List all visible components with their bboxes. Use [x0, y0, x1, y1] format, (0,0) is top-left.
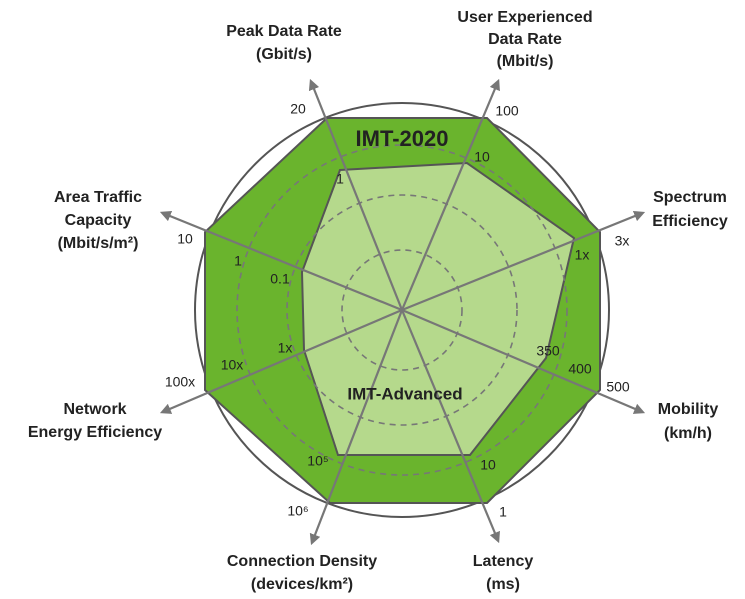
tick-label: 0.1 [270, 271, 290, 287]
axis-name: (Gbit/s) [256, 46, 312, 63]
axis-name: User Experienced [457, 9, 592, 26]
axis-name: (Mbit/s/m²) [58, 235, 139, 252]
tick-label: 10x [221, 357, 244, 373]
axis-name: Data Rate [488, 31, 562, 48]
tick-label: 1 [336, 171, 344, 187]
tick-label: 10⁵ [307, 453, 328, 469]
axis-name: Energy Efficiency [28, 424, 162, 441]
axis [400, 78, 500, 311]
tick-label: 500 [606, 379, 630, 395]
tick-label: 1x [575, 247, 590, 263]
axis-name: (devices/km²) [251, 576, 353, 593]
axis-name: Peak Data Rate [226, 23, 342, 40]
axis [159, 210, 403, 312]
axis-name: (ms) [486, 576, 520, 593]
axis-name: Efficiency [652, 213, 728, 230]
dashed-rings [236, 144, 568, 476]
tick-label: 20 [290, 101, 306, 117]
axis-name: Area Traffic [54, 189, 142, 206]
axis-lines [159, 78, 646, 546]
tick-label: 10 [474, 149, 490, 165]
axis-name: (Mbit/s) [497, 53, 554, 70]
tick-label: 1 [234, 253, 242, 269]
axis [400, 309, 500, 544]
tick-label: 100x [165, 374, 195, 390]
axis [159, 308, 403, 414]
axis-name: Mobility [658, 401, 719, 418]
tick-label: 350 [536, 343, 560, 359]
axis-name: Connection Density [227, 553, 377, 570]
tick-label: 10 [177, 231, 193, 247]
axis [401, 210, 646, 312]
axis [308, 78, 404, 311]
tick-label: 10 [480, 457, 496, 473]
tick-label: 1 [499, 504, 507, 520]
axis-name: (km/h) [664, 425, 712, 442]
axis-name: Spectrum [653, 189, 727, 206]
axis [401, 308, 646, 414]
axis [309, 309, 404, 546]
tick-label: 100 [495, 103, 519, 119]
outer-label: IMT-2020 [356, 126, 449, 151]
inner-label: IMT-Advanced [347, 384, 462, 403]
axis-name: Capacity [65, 212, 132, 229]
tick-label: 400 [568, 361, 592, 377]
axis-name: Network [63, 401, 126, 418]
axis-name: Latency [473, 553, 534, 570]
tick-label: 3x [615, 233, 630, 249]
tick-label: 10⁶ [287, 503, 308, 519]
imt-advanced-area [300, 161, 576, 456]
tick-label: 1x [278, 340, 293, 356]
